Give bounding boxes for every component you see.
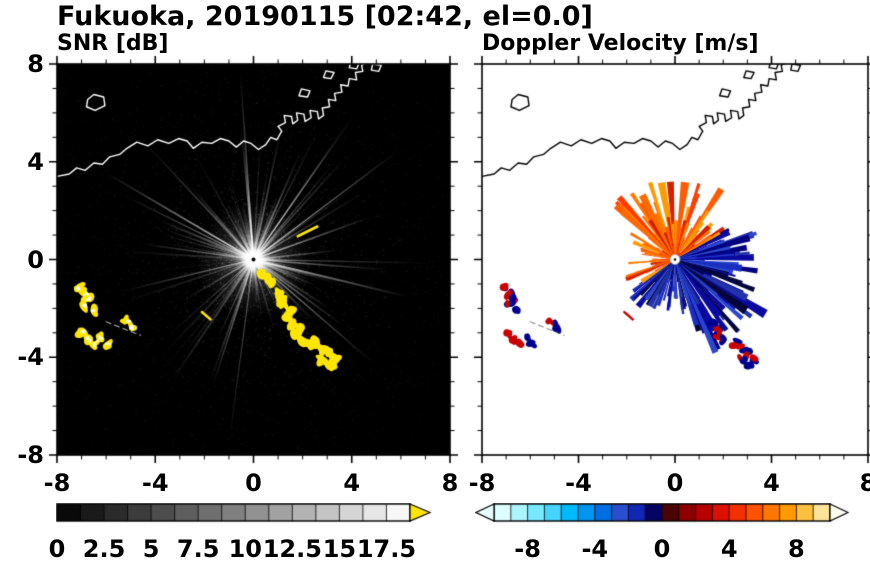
doppler-ppi-plot <box>470 52 870 467</box>
doppler-colorbar-label: 0 <box>653 535 671 563</box>
x-tick-label-doppler: 4 <box>763 469 780 497</box>
doppler-panel-title: Doppler Velocity [m/s] <box>482 31 759 56</box>
y-tick-label: 8 <box>27 50 44 78</box>
doppler-colorbar-label: -4 <box>581 535 609 563</box>
x-tick-label-doppler: 0 <box>666 469 684 497</box>
x-tick-label-snr: 4 <box>343 469 361 497</box>
x-tick-label-doppler: 8 <box>859 469 870 497</box>
y-tick-label: -8 <box>17 441 44 469</box>
snr-colorbar-label: 15 <box>322 535 357 563</box>
figure-title: Fukuoka, 20190115 [02:42, el=0.0] <box>57 1 593 32</box>
y-tick-label: 4 <box>27 147 44 176</box>
x-tick-label-snr: -4 <box>141 469 169 497</box>
x-tick-label-doppler: -4 <box>565 469 592 497</box>
x-tick-label-snr: 0 <box>245 469 262 497</box>
y-tick-label: 0 <box>27 245 44 274</box>
y-tick-label: -4 <box>17 343 44 372</box>
doppler-colorbar-label: 4 <box>720 535 738 563</box>
snr-colorbar-label: 17.5 <box>356 535 417 563</box>
doppler-colorbar-label: 8 <box>788 535 805 563</box>
snr-colorbar <box>56 503 434 523</box>
snr-ppi-plot <box>45 52 462 467</box>
snr-colorbar-label: 12.5 <box>262 535 322 563</box>
snr-colorbar-label: 10 <box>228 535 262 563</box>
x-tick-label-snr: 8 <box>441 469 459 497</box>
doppler-colorbar <box>475 503 851 523</box>
x-tick-label-snr: -8 <box>43 469 71 497</box>
x-tick-label-doppler: -8 <box>468 469 496 497</box>
doppler-colorbar-label: -8 <box>514 535 541 563</box>
snr-colorbar-label: 7.5 <box>176 535 220 563</box>
snr-panel-title: SNR [dB] <box>57 31 169 56</box>
snr-colorbar-label: 0 <box>48 535 66 563</box>
snr-colorbar-label: 5 <box>142 535 160 563</box>
snr-colorbar-label: 2.5 <box>82 535 126 563</box>
